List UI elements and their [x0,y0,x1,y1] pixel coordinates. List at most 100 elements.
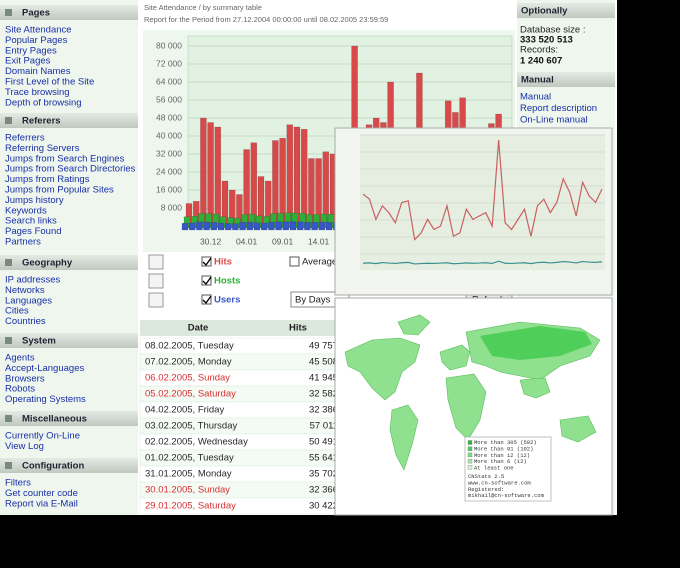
nav-link[interactable]: Keywords [5,205,47,216]
checkbox[interactable] [201,256,212,267]
landmass [559,415,597,443]
nav-link[interactable]: Depth of browsing [5,97,82,108]
manual-link[interactable]: On-Line manual [520,115,588,126]
nav-link[interactable]: Agents [5,353,35,364]
checkbox[interactable] [289,256,300,267]
bar [188,222,196,231]
legend-swatch [467,465,473,470]
nav-link[interactable]: Report via E-Mail [5,498,78,509]
nav-link[interactable]: Filters [5,478,31,489]
view-icon[interactable] [148,254,164,270]
nav-link[interactable]: Cities [5,306,29,317]
nav-link[interactable]: Languages [5,295,52,306]
nav-link[interactable]: Search links [5,216,57,227]
section-header [517,72,615,87]
row-date: 01.02.2005, Tuesday [145,453,234,464]
nav-link[interactable]: IP addresses [5,275,61,286]
bar [239,222,246,231]
nav-link[interactable]: Currently On-Line [5,431,80,442]
bar [286,124,294,227]
y-tick-label: 48 000 [156,112,182,122]
bar [253,222,261,231]
view-icon[interactable] [148,292,164,308]
bar [282,221,290,231]
nav-link[interactable]: Jumps from Search Directories [5,164,136,175]
legend-label: Hits [214,257,232,268]
bar [289,221,297,231]
legend-text: CNStats 2.5 [468,473,504,480]
legend-label: Users [214,295,240,306]
checkbox[interactable] [201,294,212,305]
y-tick-label: 24 000 [156,166,182,176]
section-header [0,5,138,20]
bar [246,221,254,231]
section-title: System [22,336,56,347]
legend-text: More than 6 (12) [474,458,527,465]
checkmark [202,257,212,267]
y-tick-label: 40 000 [156,130,182,140]
row-date: 30.01.2005, Sunday [145,485,230,496]
legend-swatch [467,458,473,464]
manual-link[interactable]: Manual [520,92,551,103]
legend-swatch [467,446,473,451]
bar [217,223,225,231]
nav-link[interactable]: Browsers [5,373,45,384]
nav-link[interactable]: Referring Servers [5,143,80,154]
landmass [445,373,487,441]
section-header [0,255,138,270]
nav-link[interactable]: Pages Found [5,226,62,237]
nav-link[interactable]: Jumps history [5,195,64,206]
nav-link[interactable]: Jumps from Ratings [5,174,90,185]
nav-link[interactable]: Trace browsing [5,87,70,98]
nav-link[interactable]: Partners [5,237,41,248]
legend-text: Registered: [468,486,504,493]
legend-text: www.cn-software.com [468,479,531,486]
bar [224,223,232,231]
records: 1 240 607 [520,56,562,67]
bar [196,221,203,231]
nav-link[interactable]: Networks [5,285,45,296]
section-icon [5,9,12,16]
legend-text: More than 12 (12) [474,452,530,459]
manual-link[interactable]: Report description [520,103,597,114]
checkmark [202,276,212,286]
row-date: 05.02.2005, Saturday [145,389,236,400]
nav-link[interactable]: Entry Pages [5,45,57,56]
nav-link[interactable]: Domain Names [5,66,71,77]
nav-link[interactable]: View Log [5,441,44,452]
section-header [517,3,615,18]
section-icon [5,337,12,344]
report-period: Report for the Period from 27.12.2004 00… [144,15,388,24]
records-label: Records: [520,45,558,56]
overlay-line [362,140,603,241]
nav-link[interactable]: Accept-Languages [5,363,84,374]
section-title: Configuration [22,461,84,472]
y-tick-label: 8 000 [161,202,183,212]
nav-link[interactable]: Countries [5,316,46,327]
row-date: 06.02.2005, Sunday [145,373,230,384]
x-tick-label: 30.12 [200,236,222,246]
view-icon[interactable] [148,273,164,289]
nav-link[interactable]: Site Attendance [5,25,72,36]
nav-link[interactable]: First Level of the Site [5,77,94,88]
nav-link[interactable]: Popular Pages [5,35,68,46]
nav-link[interactable]: Jumps from Popular Sites [5,185,114,196]
nav-link[interactable]: Robots [5,384,35,395]
legend-text: At least one [474,465,514,472]
nav-link[interactable]: Get counter code [5,488,78,499]
checkbox[interactable] [201,275,212,286]
bar [210,222,218,231]
bar [250,142,258,227]
section-icon [5,259,12,266]
nav-link[interactable]: Operating Systems [5,394,86,405]
row-hits: 32 366 [309,485,338,496]
nav-link[interactable]: Exit Pages [5,56,51,67]
bar [275,221,282,231]
nav-link[interactable]: Referrers [5,133,45,144]
nav-link[interactable]: Jumps from Search Engines [5,153,125,164]
row-hits: 49 757 [309,341,338,352]
bar [203,221,210,231]
row-hits: 32 582 [309,389,338,400]
section-icon [5,117,12,124]
